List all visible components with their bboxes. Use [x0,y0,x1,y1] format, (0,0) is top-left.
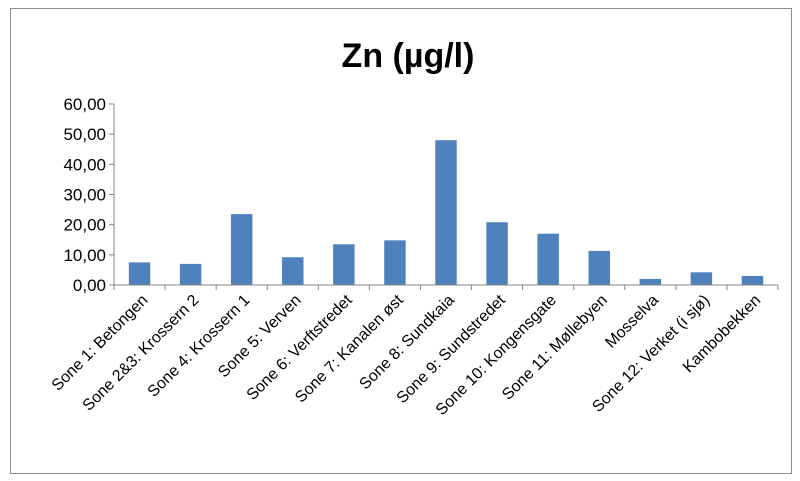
bar-chart: Zn (µg/l) 0,00 10,00 20,00 30,00 40,00 50,00 6… [49,37,779,419]
bar [639,278,662,285]
bar [435,140,457,285]
bar [537,233,559,285]
y-tick-label: 20,00 [63,216,106,235]
y-axis: 0,00 10,00 20,00 30,00 40,00 50,00 60,00 [63,95,115,295]
chart-title: Zn (µg/l) [342,37,475,75]
y-tick-label: 40,00 [63,155,106,174]
bar [128,262,151,285]
chart-frame: Zn (µg/l) 0,00 10,00 20,00 30,00 40,00 50,00 6… [10,8,792,474]
bar [741,275,764,285]
bar [588,250,610,285]
bar [179,263,202,285]
bar [384,240,406,285]
bar [690,272,713,285]
y-tick-label: 30,00 [63,186,106,205]
x-tick-label: Sone 1: Betongen [49,292,152,395]
x-tick-label: Sone 8: Sundkaia [356,292,457,393]
y-tick-label: 0,00 [73,276,106,295]
bar [333,244,355,285]
y-tick-label: 50,00 [63,125,106,144]
y-tick-label: 60,00 [63,95,106,114]
bars [128,140,764,285]
bar [486,222,508,285]
bar [230,214,253,285]
y-tick-label: 10,00 [63,246,106,265]
bar [282,257,304,285]
